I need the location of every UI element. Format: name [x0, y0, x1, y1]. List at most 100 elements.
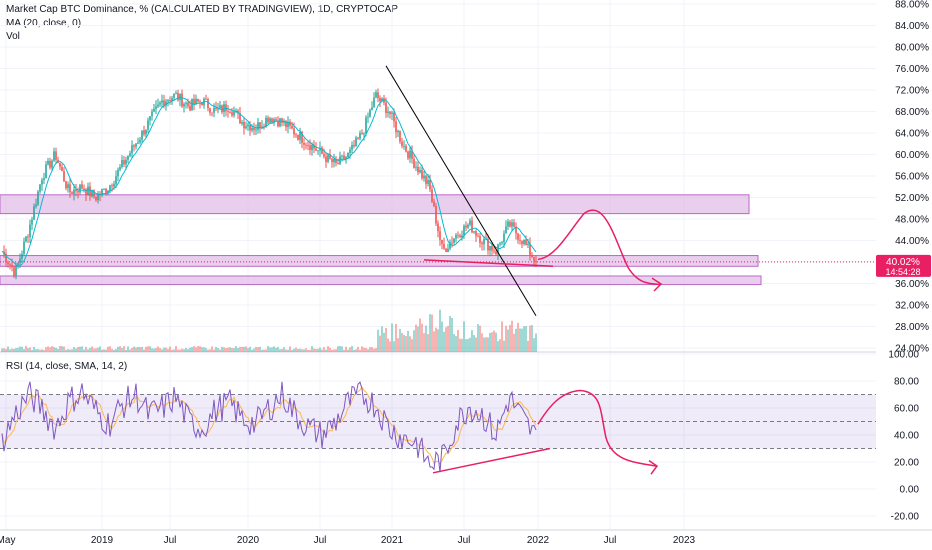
candle-body — [207, 99, 209, 109]
candle-body — [359, 133, 361, 139]
volume-bar — [67, 349, 69, 352]
candle-body — [481, 242, 483, 245]
volume-bar — [163, 347, 165, 352]
volume-bar — [119, 346, 121, 352]
candle-body — [393, 112, 395, 122]
candle-body — [475, 231, 477, 236]
volume-bar — [433, 331, 435, 352]
candle-body — [123, 160, 125, 165]
trendline — [385, 65, 537, 317]
volume-bar — [525, 326, 527, 352]
volume-bar — [129, 349, 131, 352]
candle-body — [315, 148, 317, 151]
volume-bar — [1, 348, 3, 352]
volume-bar — [309, 349, 311, 352]
volume-bar — [207, 349, 209, 352]
candle-body — [455, 234, 457, 239]
candle-body — [227, 111, 229, 113]
volume-bar — [269, 347, 271, 352]
candle-body — [81, 184, 83, 189]
candle-body — [25, 236, 27, 242]
candle-body — [51, 160, 53, 168]
volume-bar — [247, 348, 249, 352]
price-tick-label: 60.00% — [895, 150, 929, 161]
candle-body — [187, 102, 189, 107]
candle-body — [159, 102, 161, 105]
volume-bar — [261, 349, 263, 352]
horizontal-zones[interactable] — [0, 194, 876, 286]
volume-bar — [149, 346, 151, 352]
candle-body — [127, 155, 129, 160]
candle-body — [533, 257, 535, 261]
vol-legend[interactable]: Vol — [6, 31, 20, 42]
volume-bar — [331, 349, 333, 352]
candle-body — [201, 102, 203, 106]
candle-body — [225, 104, 227, 112]
volume-bar — [61, 346, 63, 352]
volume-bar — [303, 349, 305, 352]
volume-bar — [137, 346, 139, 352]
candle-body — [513, 222, 515, 227]
candle-body — [439, 231, 441, 240]
volume-bar — [151, 348, 153, 352]
rsi-tick-label: 80.00 — [894, 377, 919, 388]
candle-body — [403, 145, 405, 147]
candle-body — [195, 98, 197, 105]
volume-bar — [135, 347, 137, 352]
candle-body — [27, 236, 29, 238]
volume-bar — [105, 349, 107, 352]
volume-bar — [343, 349, 345, 352]
volume-bar — [313, 348, 315, 352]
volume-bar — [259, 346, 261, 352]
ma-legend[interactable]: MA (20, close, 0) — [6, 18, 82, 29]
volume-bar — [515, 328, 517, 352]
time-tick-label: Jul — [458, 535, 471, 546]
candle-body — [419, 170, 421, 173]
price-tick-label: 52.00% — [895, 193, 929, 204]
volume-bar — [291, 349, 293, 352]
volume-bar — [493, 330, 495, 352]
volume-bar — [373, 348, 375, 352]
volume-bar — [21, 346, 23, 352]
candle-body — [379, 98, 381, 102]
candle-body — [9, 263, 11, 265]
candle-body — [255, 129, 257, 131]
volume-bar — [421, 323, 423, 352]
time-axis[interactable]: May 2019 Jul 2020 Jul 2021 Jul 2022 Jul 2023 — [0, 529, 932, 550]
volume-bar — [477, 324, 479, 352]
volume-bar — [509, 325, 511, 352]
volume-bar — [111, 348, 113, 352]
candle-body — [97, 194, 99, 201]
badge-price: 40.02% — [886, 257, 920, 268]
volume-bar — [5, 349, 7, 352]
candle-body — [79, 184, 81, 193]
candle-body — [425, 175, 427, 184]
volume-bar — [449, 316, 451, 352]
volume-bar — [249, 346, 251, 352]
price-tick-label: 88.00% — [895, 0, 929, 11]
volume-bar — [413, 330, 415, 352]
volume-bar — [93, 348, 95, 352]
volume-bar — [83, 349, 85, 352]
volume-bar — [65, 349, 67, 352]
rsi-arrow-head — [648, 460, 659, 475]
volume-bar — [191, 347, 193, 352]
time-tick-label: 2022 — [527, 535, 550, 546]
volume-bar — [237, 348, 239, 352]
volume-bar — [367, 349, 369, 352]
volume-bar — [33, 346, 35, 352]
rsi-line — [1, 381, 537, 473]
candle-body — [337, 162, 339, 164]
time-tick-label: 2019 — [91, 535, 114, 546]
candle-body — [193, 99, 195, 105]
drawings[interactable] — [385, 65, 663, 317]
candle-body — [429, 179, 431, 190]
candle-body — [197, 98, 199, 102]
volume-bar — [99, 346, 101, 352]
volume-bar — [295, 347, 297, 352]
volume-bar — [161, 349, 163, 352]
rsi-legend[interactable]: RSI (14, close, SMA, 14, 2) — [6, 361, 128, 372]
volume-bar — [145, 346, 147, 352]
candle-body — [23, 241, 25, 254]
